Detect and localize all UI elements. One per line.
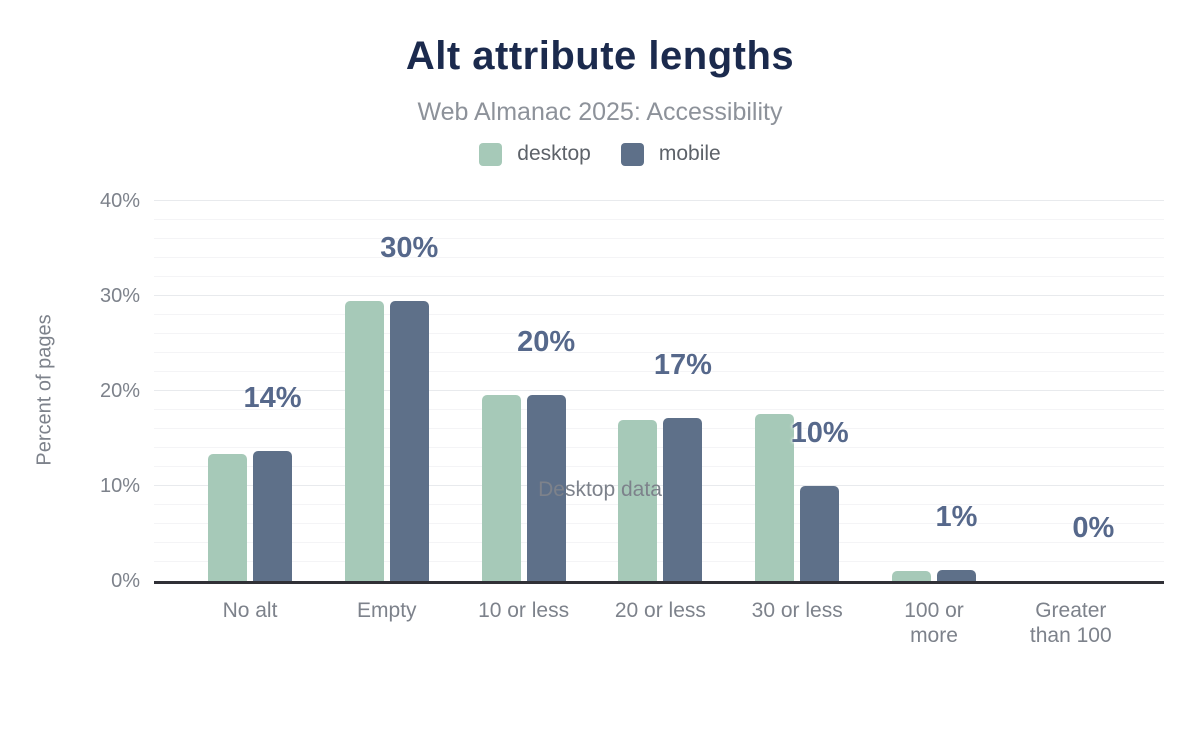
minor-gridline xyxy=(154,428,1164,429)
x-tick-label-20-or-less: 20 or less xyxy=(614,599,706,622)
y-tick-label-30: 30% xyxy=(99,285,140,307)
bar-value-label-30-or-less: 10% xyxy=(790,417,849,449)
minor-gridline xyxy=(154,257,1164,258)
minor-gridline xyxy=(154,447,1164,448)
bar-value-label-greater-than-100: 0% xyxy=(1072,512,1115,544)
bar-desktop-10-or-less xyxy=(481,394,521,581)
major-gridline xyxy=(154,390,1164,391)
legend-item-desktop[interactable]: desktop xyxy=(479,142,591,166)
major-gridline xyxy=(154,295,1164,296)
y-tick-label-0: 0% xyxy=(111,570,140,592)
bar-mobile-no-alt xyxy=(253,450,292,581)
legend-label-mobile: mobile xyxy=(658,142,721,165)
minor-gridline xyxy=(154,371,1164,372)
minor-gridline xyxy=(154,352,1164,353)
desktop-swatch-icon xyxy=(479,142,503,166)
chart-title: Alt attribute lengths xyxy=(405,34,795,78)
x-tick-label-30-or-less: 30 or less xyxy=(751,599,843,622)
legend-label-desktop: desktop xyxy=(517,142,591,165)
bar-desktop-20-or-less xyxy=(618,420,658,581)
bar-mobile-100-or-more xyxy=(937,569,976,581)
x-tick-label-10-or-less: 10 or less xyxy=(478,599,570,622)
minor-gridline xyxy=(154,504,1164,505)
x-axis-title: Desktop data xyxy=(538,478,662,501)
chart-subtitle: Web Almanac 2025: Accessibility xyxy=(417,98,783,126)
bar-value-label-100-or-more: 1% xyxy=(935,500,978,533)
bar-desktop-100-or-more xyxy=(892,570,931,581)
bar-value-label-no-alt: 14% xyxy=(243,381,302,414)
bar-value-label-20-or-less: 17% xyxy=(653,348,712,381)
y-tick-label-20: 20% xyxy=(99,380,140,402)
bar-desktop-30-or-less xyxy=(755,413,795,581)
minor-gridline xyxy=(154,409,1164,410)
bar-mobile-20-or-less xyxy=(663,417,703,581)
y-tick-label-40: 40% xyxy=(99,190,140,212)
mobile-swatch-icon xyxy=(620,142,644,166)
legend: desktop mobile xyxy=(0,142,1200,166)
bar-value-label-empty: 30% xyxy=(380,231,439,264)
minor-gridline xyxy=(154,523,1164,524)
bar-mobile-10-or-less xyxy=(526,394,566,581)
bar-mobile-empty xyxy=(389,300,429,581)
bar-desktop-empty xyxy=(344,300,384,581)
minor-gridline xyxy=(154,276,1164,277)
x-tick-label-greater-than-100: Greater than 100 xyxy=(1029,599,1112,647)
legend-item-mobile[interactable]: mobile xyxy=(620,142,721,166)
bar-desktop-no-alt xyxy=(208,453,247,581)
major-gridline xyxy=(154,485,1164,486)
x-tick-label-empty: Empty xyxy=(357,599,417,622)
minor-gridline xyxy=(154,238,1164,239)
major-gridline xyxy=(154,200,1164,201)
minor-gridline xyxy=(154,314,1164,315)
bar-mobile-30-or-less xyxy=(800,486,840,581)
minor-gridline xyxy=(154,219,1164,220)
minor-gridline xyxy=(154,333,1164,334)
plot-area: 0% 10% 20% 30% 40% 14% No alt 30% Empty 20% 10 or … xyxy=(100,190,1164,647)
x-tick-label-100-or-more: 100 or more xyxy=(904,599,964,647)
minor-gridline xyxy=(154,561,1164,562)
y-tick-label-10: 10% xyxy=(99,475,140,497)
x-tick-label-no-alt: No alt xyxy=(222,599,278,622)
minor-gridline xyxy=(154,542,1164,543)
minor-gridline xyxy=(154,466,1164,467)
bar-value-label-10-or-less: 20% xyxy=(517,325,576,358)
